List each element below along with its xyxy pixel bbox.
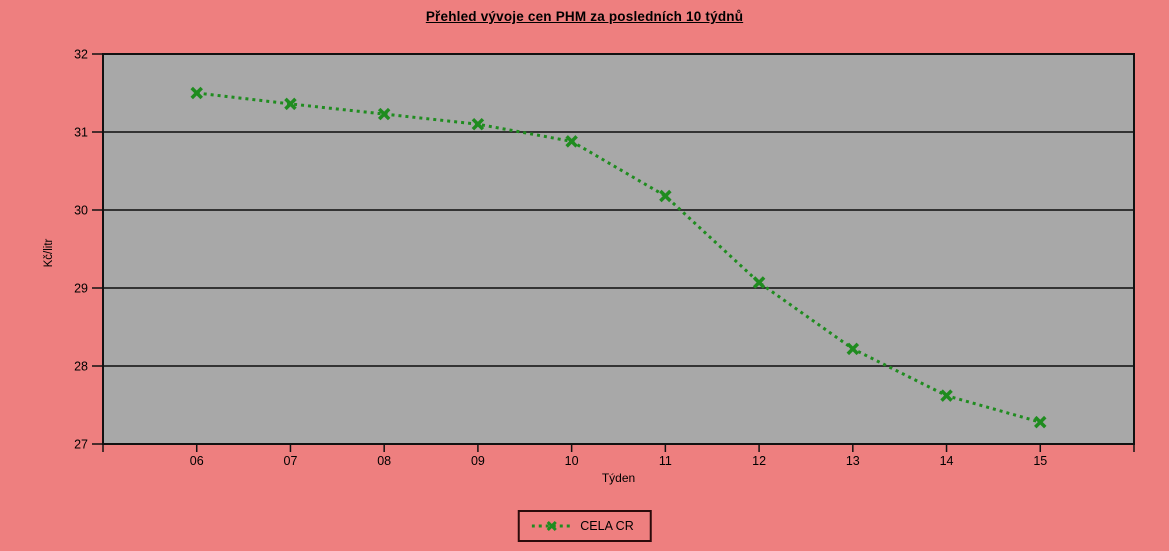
x-axis-title: Týden	[601, 471, 636, 485]
x-marker-icon	[565, 135, 578, 148]
y-axis-tick-label: 30	[74, 204, 88, 218]
x-marker-icon	[940, 389, 953, 402]
legend: CELA CR	[517, 510, 652, 542]
legend-item-label: CELA CR	[580, 519, 634, 533]
x-axis-tick-label: 14	[940, 454, 954, 468]
x-axis-tick-label: 09	[471, 454, 485, 468]
y-axis-tick-label: 32	[74, 48, 88, 62]
x-axis-tick-label: 07	[284, 454, 298, 468]
x-marker-icon	[471, 117, 485, 131]
y-axis-title: Kč/litr	[43, 238, 55, 268]
plot-area	[103, 54, 1134, 444]
y-axis-tick-label: 31	[74, 126, 88, 140]
plot-border	[102, 53, 1135, 445]
chart-title: Přehled vývoje cen PHM za posledních 10 …	[425, 9, 744, 24]
x-marker-icon	[190, 86, 203, 100]
x-axis-tick-label: 15	[1033, 454, 1047, 468]
series-line	[196, 91, 1041, 424]
x-marker-icon	[284, 97, 297, 111]
x-axis-tick-label: 06	[190, 454, 204, 468]
x-marker-icon	[846, 342, 860, 356]
x-marker-icon	[752, 276, 766, 289]
x-marker-icon	[377, 107, 391, 121]
x-axis-tick-label: 08	[377, 454, 391, 468]
legend-line-sample-icon	[531, 520, 572, 532]
x-axis-tick-label: 11	[659, 454, 672, 468]
x-axis-tick-label: 10	[565, 454, 579, 468]
price-trend-chart: 27 28 29 30 31 32 06 07 08 09 10 11 12 13 14 15	[74, 48, 1135, 468]
y-axis-tick-label: 28	[74, 360, 88, 374]
x-axis-tick-label: 12	[752, 454, 766, 468]
y-axis-tick-label: 29	[74, 282, 88, 296]
x-marker-icon	[659, 189, 672, 203]
x-marker-icon	[1034, 415, 1047, 429]
x-axis-tick-label: 13	[846, 454, 860, 468]
y-axis-tick-label: 27	[74, 438, 88, 452]
